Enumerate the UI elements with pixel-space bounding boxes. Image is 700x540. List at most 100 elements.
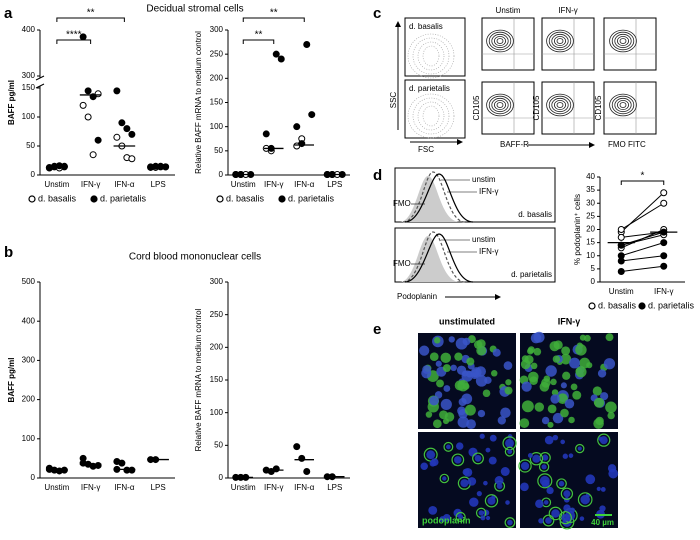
data-point [118,459,126,467]
y-axis-label: BAFF pg/ml [7,80,16,125]
pair-line [621,231,664,246]
density-contour [417,101,445,131]
cell [560,353,572,365]
curve-label: IFN-γ [479,187,499,196]
contour [488,95,512,115]
cell-membrane [529,452,544,466]
legend-label: d. parietalis [100,193,147,203]
contour-plot [541,17,595,71]
data-point [84,87,92,95]
cell [504,386,513,395]
cell [467,477,477,486]
cell [422,365,432,374]
panel-label: d [373,167,382,184]
axis-label: SSC [389,92,398,109]
y-tick-label: 150 [210,375,224,384]
cell [561,513,570,522]
cell [458,514,464,520]
significance-bracket [56,39,92,44]
cell [577,446,582,451]
contour [548,31,572,51]
cell [568,416,575,424]
contour-plot [481,17,535,71]
cell-membrane [537,473,553,489]
cell [440,352,451,364]
contour [617,36,630,47]
y-tick-label: 0 [219,170,224,179]
cell [538,518,544,524]
axis-label: Podoplanin [397,292,437,301]
x-tick-label: LPS [151,180,166,189]
cell [575,366,587,378]
significance-bracket [620,180,665,185]
cell [569,357,580,369]
panel-label: c [373,5,381,22]
x-tick-label: IFN-γ [264,483,284,492]
cell [568,453,574,458]
cell [482,389,491,398]
cell [426,450,436,460]
y-tick-label: 100 [210,408,224,417]
cell [595,416,604,426]
y-tick-label: 200 [210,342,224,351]
column-label: Unstim [496,6,521,15]
significance-label: ** [87,8,95,19]
x-tick-label: IFN-γ [264,180,284,189]
data-point [94,136,102,144]
axis-label: FMO FITC [608,140,646,149]
data-point [660,239,668,247]
density-contour [407,93,455,139]
cell [584,334,591,342]
contour [609,29,637,53]
cell [442,476,447,481]
cell-membrane [504,446,515,457]
x-tick-label: IFN-γ [81,483,101,492]
cell [560,382,567,389]
cell [527,347,534,355]
pair-line [620,192,665,233]
cell [520,461,530,471]
y-tick-label: 20 [586,225,595,234]
y-tick-label: 300 [22,71,36,80]
cell-membrane [597,433,611,447]
cell [461,370,473,382]
y-tick-label: 400 [22,25,36,34]
y-tick-label: 300 [22,356,36,365]
panel-label: e [373,321,381,338]
unstim-histogram [402,231,466,283]
y-tick-label: 300 [210,277,224,286]
curve-label: unstim [472,175,496,184]
contour [554,100,567,111]
cell [479,433,485,439]
cell [546,486,554,495]
legend-marker [638,302,646,310]
legend-marker [216,195,224,203]
x-tick-label: LPS [327,483,342,492]
data-point [79,459,87,467]
cell [500,467,510,476]
cell [530,332,542,344]
cell [436,379,444,388]
cell [460,479,469,488]
section-title: Decidual stromal cells [146,4,243,15]
axis-label: CD105 [472,95,481,120]
cell [480,515,486,521]
cell [552,355,561,363]
cell [505,500,510,505]
fmo-histogram [400,236,460,282]
cell-membrane [439,473,450,484]
significance-label: **** [66,30,82,41]
data-point [272,50,280,58]
cell [600,392,609,401]
cell-membrane [455,511,466,523]
legend-marker [278,195,286,203]
cell [539,475,550,486]
column-label: IFN-γ [558,316,581,326]
cell [490,370,498,377]
contour [546,29,574,53]
axis-label: CD105 [594,95,603,120]
cell [562,371,571,380]
y-axis-label: % podoplanin⁺ cells [573,194,582,265]
y-tick-label: 5 [591,264,596,273]
data-point [113,87,121,95]
